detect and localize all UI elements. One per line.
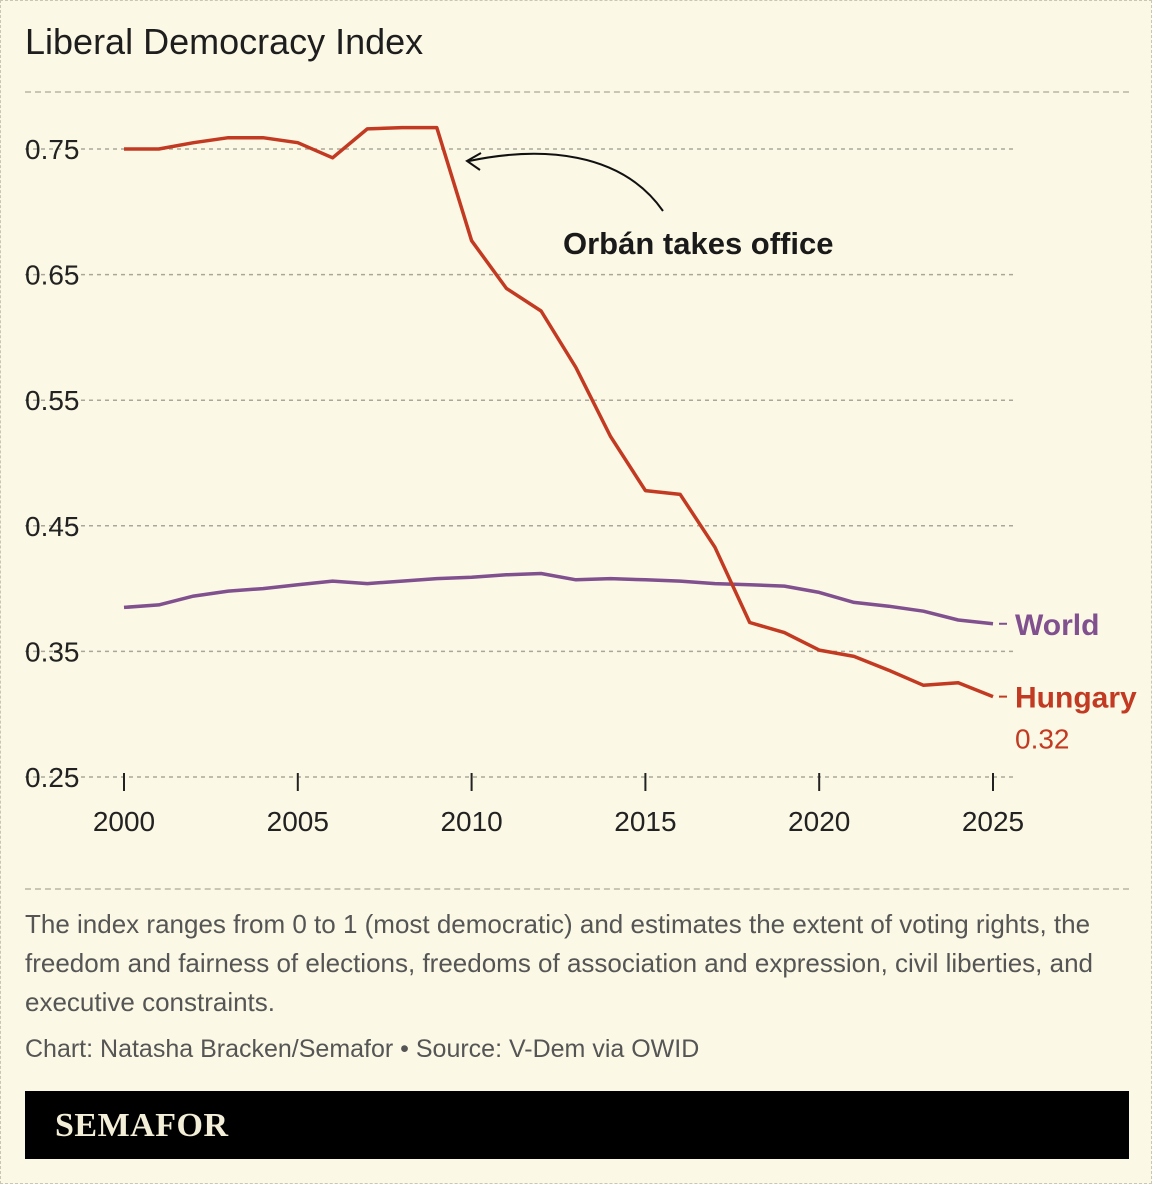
semafor-logo: SEMAFOR xyxy=(55,1107,229,1144)
y-tick-label: 0.45 xyxy=(25,511,80,542)
line-chart: 0.25 0.35 0.45 0.55 0.65 0.75 2000 2005 2010 2015… xyxy=(25,125,1137,837)
x-tick-label: 2015 xyxy=(614,806,676,837)
footer-bar: SEMAFOR xyxy=(25,1091,1129,1159)
annotation-arrow xyxy=(468,152,664,212)
end-value-label: 0.32 xyxy=(1015,724,1070,755)
chart-credit: Chart: Natasha Bracken/Semafor • Source:… xyxy=(25,1035,700,1063)
divider xyxy=(25,888,1129,890)
series-label-hungary: Hungary xyxy=(1015,682,1137,715)
series-label-world: World xyxy=(1015,609,1099,642)
y-tick-label: 0.65 xyxy=(25,260,80,291)
chart-title: Liberal Democracy Index xyxy=(25,21,424,62)
x-tick-label: 2020 xyxy=(788,806,850,837)
y-tick-label: 0.25 xyxy=(25,762,80,793)
arrowhead-icon xyxy=(465,152,482,171)
y-tick-label: 0.55 xyxy=(25,385,80,416)
x-tick-label: 2000 xyxy=(93,806,155,837)
series-line-hungary xyxy=(124,125,994,699)
divider xyxy=(25,91,1129,93)
series-line-world xyxy=(123,571,994,626)
annotation-text: Orbán takes office xyxy=(563,226,833,261)
x-tick-label: 2025 xyxy=(962,806,1024,837)
x-tick-label: 2005 xyxy=(267,806,329,837)
y-tick-label: 0.35 xyxy=(25,636,80,667)
y-tick-label: 0.75 xyxy=(25,134,80,165)
chart-note: The index ranges from 0 to 1 (most democ… xyxy=(25,909,1094,1017)
x-tick-label: 2010 xyxy=(440,806,502,837)
